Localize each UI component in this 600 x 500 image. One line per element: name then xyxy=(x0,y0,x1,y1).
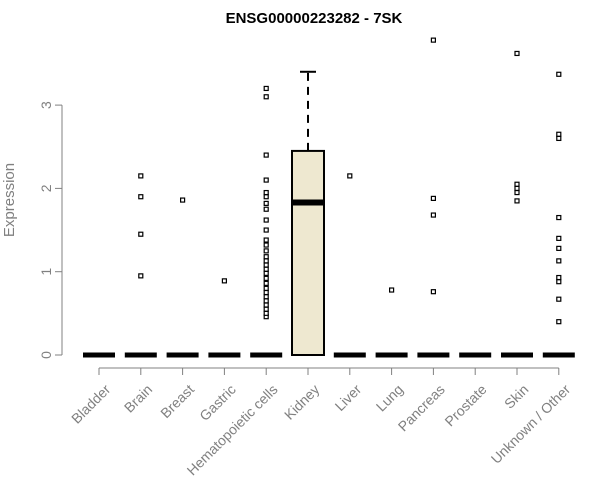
outlier-point xyxy=(556,131,562,137)
y-tick-label: 0 xyxy=(38,351,54,359)
outlier-point xyxy=(263,194,269,200)
outlier-point xyxy=(263,270,269,276)
outlier-point xyxy=(263,294,269,300)
y-axis: 0 1 2 3 xyxy=(38,101,63,359)
outlier-point xyxy=(263,227,269,233)
outlier-point xyxy=(389,287,395,293)
outlier-point xyxy=(430,289,436,295)
y-tick-label: 3 xyxy=(38,101,54,109)
outlier-point xyxy=(514,198,520,204)
outlier-points xyxy=(138,37,562,325)
box-kidney xyxy=(291,70,325,356)
x-tick-label: Bladder xyxy=(68,381,114,427)
outlier-point xyxy=(263,177,269,183)
outlier-point xyxy=(138,273,144,279)
outlier-point xyxy=(556,245,562,251)
outlier-point xyxy=(263,298,269,304)
outlier-point xyxy=(263,258,269,264)
x-tick-label: Unknown / Other xyxy=(488,381,574,467)
outlier-point xyxy=(263,254,269,260)
outlier-point xyxy=(514,181,520,187)
outlier-point xyxy=(514,185,520,191)
outlier-point xyxy=(556,274,562,281)
outlier-point xyxy=(556,135,562,142)
outlier-point xyxy=(263,237,269,243)
outlier-point xyxy=(138,194,144,200)
box-series xyxy=(83,70,575,358)
y-tick-label: 1 xyxy=(38,268,54,276)
outlier-point xyxy=(263,85,269,92)
outlier-point xyxy=(347,173,353,179)
outlier-point xyxy=(556,214,562,221)
outlier-point xyxy=(138,173,144,179)
outlier-point xyxy=(556,279,562,285)
outlier-point xyxy=(430,212,436,218)
x-tick-label: Skin xyxy=(501,381,532,412)
y-tick-label: 2 xyxy=(38,184,54,192)
x-tick-label: Lung xyxy=(373,381,406,414)
x-tick-label: Kidney xyxy=(281,381,323,423)
outlier-point xyxy=(263,94,269,100)
outlier-point xyxy=(556,296,562,302)
outlier-point xyxy=(263,306,269,312)
outlier-point xyxy=(263,266,269,272)
outlier-point xyxy=(263,310,269,316)
y-axis-label: Expression xyxy=(1,163,18,237)
outlier-point xyxy=(263,248,269,254)
outlier-point xyxy=(556,319,562,325)
outlier-point xyxy=(556,235,562,241)
x-tick-label: Brain xyxy=(121,381,155,415)
outlier-point xyxy=(556,71,562,77)
outlier-point xyxy=(514,50,520,57)
outlier-point xyxy=(263,262,269,268)
outlier-point xyxy=(263,242,269,248)
outlier-point xyxy=(430,37,436,43)
outlier-point xyxy=(138,231,144,237)
outlier-point xyxy=(263,206,269,212)
x-tick-label: Liver xyxy=(331,381,364,414)
outlier-point xyxy=(263,189,269,196)
outlier-point xyxy=(263,302,269,308)
outlier-point xyxy=(430,195,436,201)
outlier-point xyxy=(263,200,269,206)
outlier-point xyxy=(263,152,269,158)
outlier-point xyxy=(263,217,269,223)
outlier-point xyxy=(514,189,520,196)
outlier-point xyxy=(180,197,186,203)
outlier-point xyxy=(221,278,227,284)
outlier-point xyxy=(556,258,562,264)
box-body xyxy=(291,149,325,356)
outlier-point xyxy=(263,285,269,291)
outlier-point xyxy=(263,280,269,286)
outlier-point xyxy=(263,275,269,281)
x-tick-label: Prostate xyxy=(441,381,489,429)
outlier-point xyxy=(263,289,269,296)
x-tick-label: Breast xyxy=(157,381,197,421)
chart-title: ENSG00000223282 - 7SK xyxy=(226,10,403,27)
